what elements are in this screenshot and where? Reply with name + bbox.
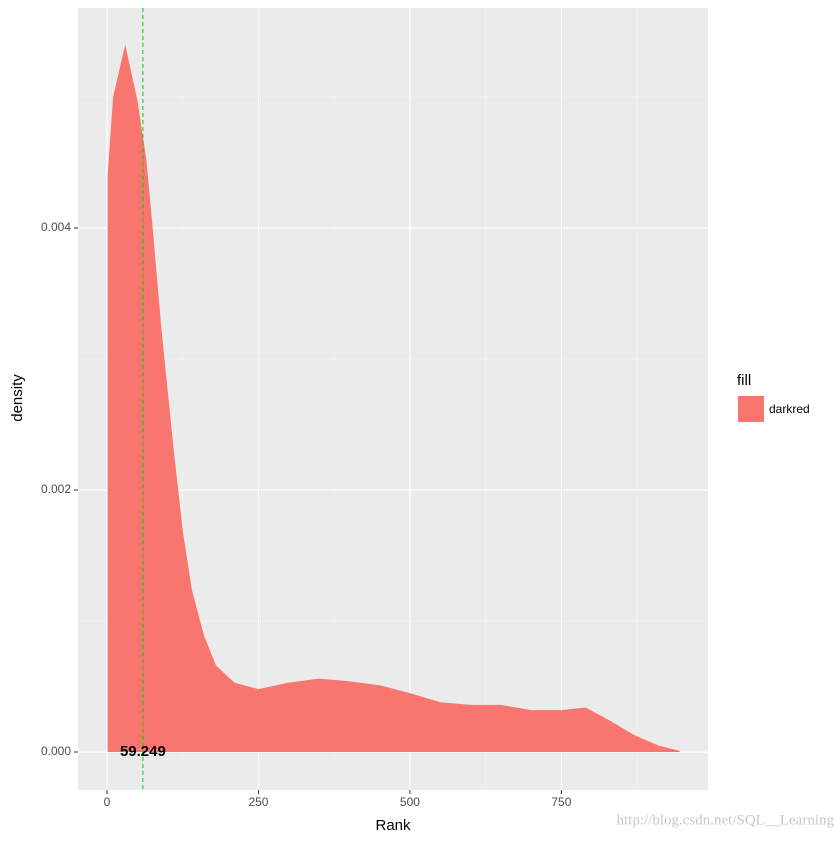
x-tick-label: 750 [551, 795, 571, 809]
x-tick-label: 0 [104, 795, 111, 809]
legend-title: fill [737, 372, 751, 389]
x-axis-label: Rank [375, 817, 411, 834]
density-area [107, 44, 680, 753]
y-tick-label: 0.004 [41, 220, 71, 234]
y-tick-label: 0.000 [41, 744, 71, 758]
annotation: 59.249 [120, 743, 166, 760]
legend-label: darkred [769, 402, 810, 416]
legend-key [738, 396, 764, 422]
y-tick-label: 0.002 [41, 482, 71, 496]
x-tick-label: 500 [400, 795, 420, 809]
y-axis-label: density [9, 374, 26, 422]
x-tick-label: 250 [248, 795, 268, 809]
watermark: http://blog.csdn.net/SQL__Learning [617, 812, 835, 828]
